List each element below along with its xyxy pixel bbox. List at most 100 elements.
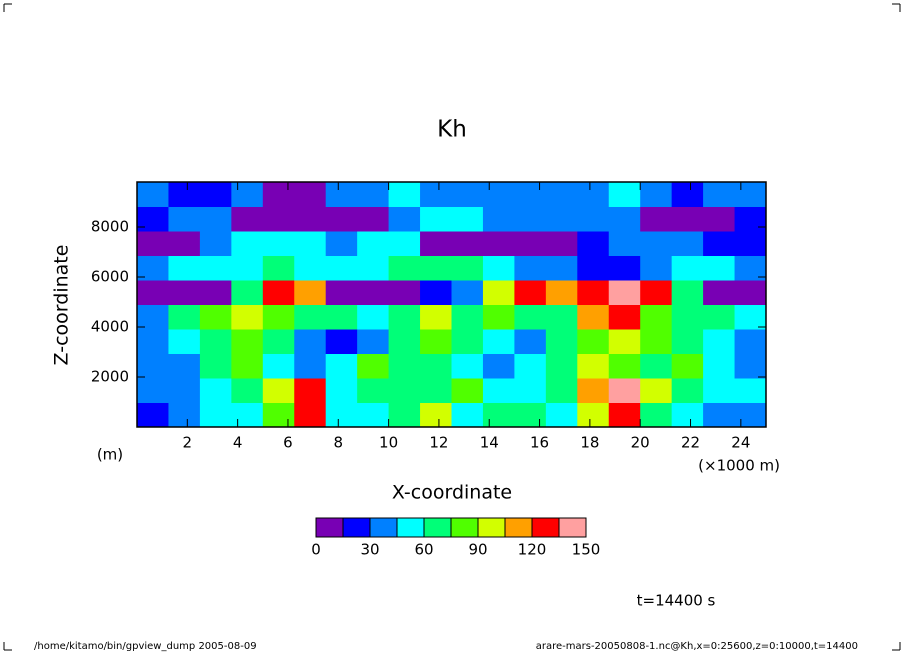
footer-left: /home/kitamo/bin/gpview_dump 2005-08-09 [34,641,257,652]
cell [451,182,484,207]
colorbar-swatch [423,517,452,538]
cell [137,231,169,256]
colorbar-label: 90 [468,541,487,559]
x-tick-label: 20 [631,434,650,452]
cell [294,402,327,428]
cell [640,255,673,281]
cell [420,304,452,330]
cell [294,329,327,354]
colorbar-label: 150 [572,541,601,559]
x-tick-label: 2 [183,434,193,452]
cell [357,353,390,379]
cell [388,378,421,403]
cell [325,280,358,305]
cell [294,280,327,305]
cell [168,231,201,256]
cell [703,329,736,354]
cell [137,378,169,403]
cell [545,353,578,379]
cell [420,255,452,281]
cell [199,280,232,305]
cell [734,231,767,256]
colorbar-swatch [342,517,371,538]
x-tick-label: 22 [681,434,700,452]
cell [294,206,327,232]
cell [262,402,295,428]
cell [577,353,610,379]
cell [420,182,452,207]
cell [514,206,547,232]
cell [231,402,264,428]
cell [671,280,704,305]
cell [420,231,452,256]
cell [388,280,421,305]
cell [357,206,390,232]
footer-right: arare-mars-20050808-1.nc@Kh,x=0:25600,z=… [536,641,858,652]
cell [608,206,641,232]
cell [671,231,704,256]
cell [420,329,452,354]
cell [703,231,736,256]
chart-title: Kh [437,117,467,143]
cell [294,255,327,281]
cell [608,402,641,428]
annotation: t=14400 s [637,592,716,610]
cell [420,353,452,379]
cell [703,402,736,428]
cell [545,182,578,207]
cell [577,402,610,428]
cell [262,231,295,256]
cell [231,255,264,281]
cell [577,206,610,232]
cell [357,378,390,403]
cell [420,402,452,428]
cell [199,182,232,207]
cell [451,304,484,330]
cell [357,329,390,354]
cell [703,378,736,403]
cell [640,329,673,354]
cell [545,402,578,428]
cell [325,329,358,354]
cell [734,378,767,403]
cell [294,378,327,403]
cell [325,182,358,207]
x-tick-label: 14 [480,434,499,452]
cell [325,378,358,403]
cell [231,206,264,232]
cell [545,378,578,403]
y-tick-label: 2000 [91,368,129,386]
cell [451,255,484,281]
cell [357,402,390,428]
cell [703,182,736,207]
cell [137,206,169,232]
cell [734,402,767,428]
cell [388,329,421,354]
cell [640,378,673,403]
cell [577,378,610,403]
cell [545,329,578,354]
cell [168,402,201,428]
cell [671,402,704,428]
x-tick-label: 6 [283,434,293,452]
cell [514,402,547,428]
x-tick-label: 16 [530,434,549,452]
colorbar-swatch [477,517,506,538]
cell [608,280,641,305]
cell [420,206,452,232]
y-tick-label: 8000 [91,218,129,236]
y-tick-label: 6000 [91,268,129,286]
cell [640,206,673,232]
colorbar-swatch [450,517,479,538]
cell [608,182,641,207]
cell [294,231,327,256]
x-tick-label: 18 [580,434,599,452]
cell [482,304,515,330]
cell [231,182,264,207]
cell [671,353,704,379]
cell [199,353,232,379]
cell [294,182,327,207]
cell [482,353,515,379]
x-tick-label: 10 [379,434,398,452]
cell [231,378,264,403]
